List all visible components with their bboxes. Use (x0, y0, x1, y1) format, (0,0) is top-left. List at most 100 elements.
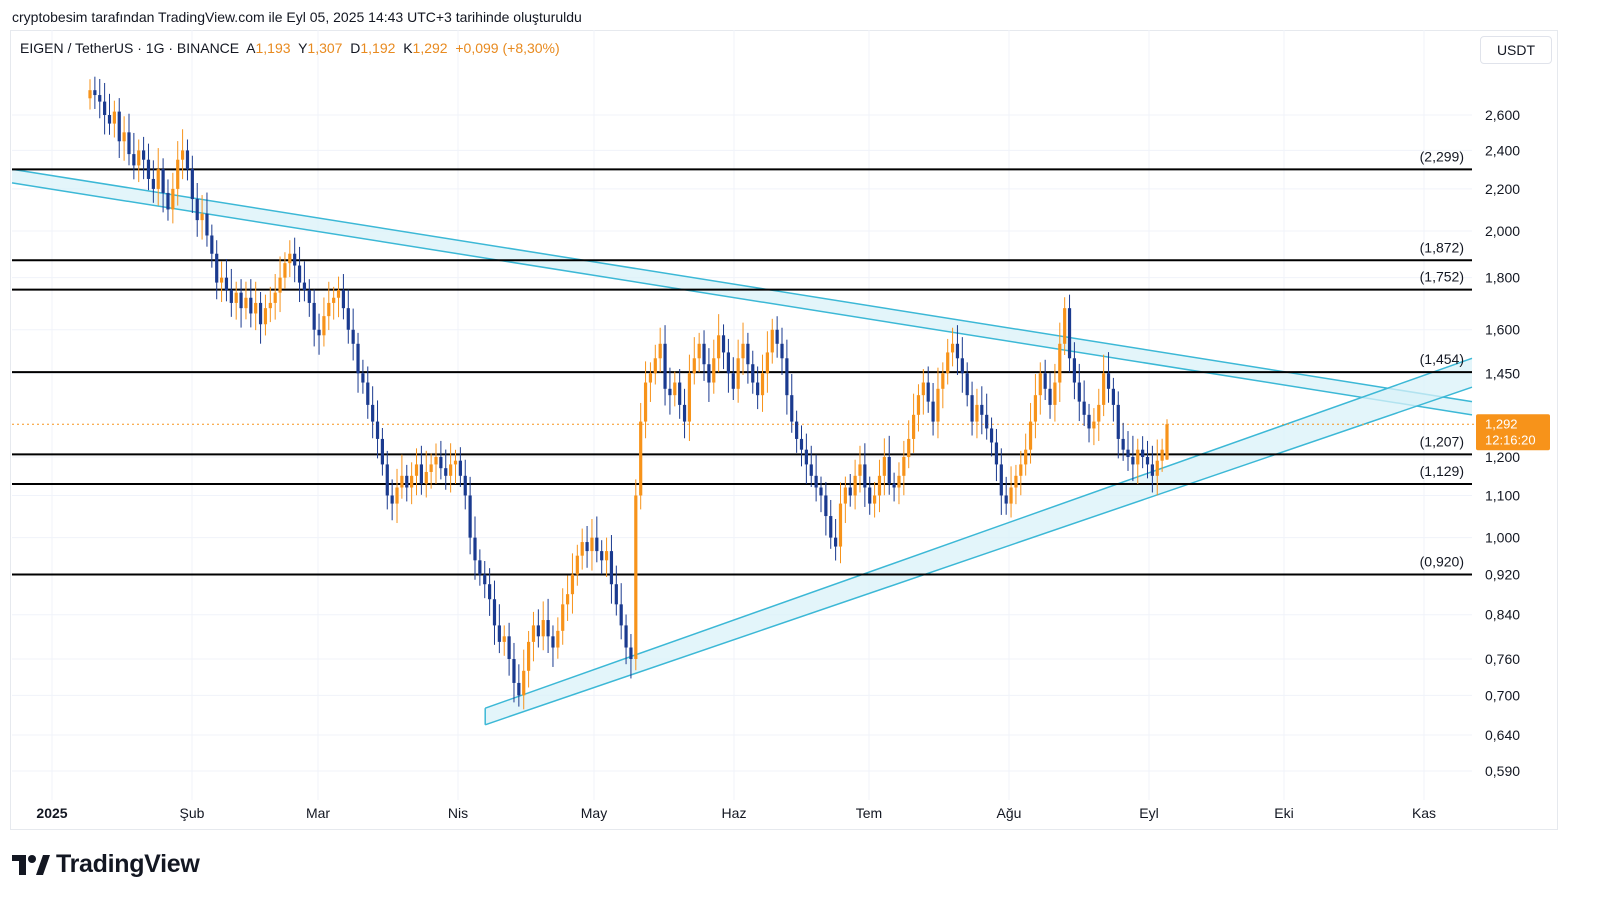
candle-body (273, 292, 277, 303)
candle-body (838, 503, 843, 547)
candle-body (293, 253, 297, 266)
candle-body (88, 90, 92, 99)
candle-body (1024, 449, 1028, 465)
candle-body (1097, 404, 1101, 422)
candle-body (702, 343, 706, 365)
candle-body (239, 292, 243, 309)
candle-body (853, 475, 857, 496)
candle-body (600, 551, 604, 561)
level-label: (1,129) (1420, 463, 1464, 479)
candle-body (502, 636, 506, 642)
candle-body (1033, 395, 1038, 422)
candle-body (351, 329, 355, 344)
candle-body (848, 487, 852, 496)
candle-body (1043, 373, 1047, 389)
candle-body (156, 169, 160, 189)
candle-body (161, 169, 165, 193)
candle-body (107, 115, 112, 124)
candle-body (1155, 460, 1159, 476)
candle-body (975, 404, 979, 422)
candle-body (809, 464, 813, 476)
chart-panel[interactable] (10, 30, 1558, 830)
candle-body (541, 620, 545, 637)
candle-body (1111, 388, 1115, 405)
candle-body (327, 302, 331, 317)
candle-body (1087, 414, 1091, 429)
candle-body (254, 302, 258, 314)
y-tick-label: 1,450 (1485, 365, 1520, 381)
y-tick-label: 0,920 (1485, 567, 1520, 583)
candle-body (453, 460, 458, 465)
x-axis-layer: 2025 Şub Mar Nis May Haz Tem Ağu Eyl Eki Kas (36, 805, 1436, 821)
countdown-label: 12:16:20 (1485, 432, 1536, 447)
candle-body (492, 599, 497, 626)
candle-body (307, 290, 311, 303)
candle-body (824, 495, 828, 517)
candle-body (512, 659, 516, 683)
candle-body (200, 213, 204, 221)
candle-body (775, 329, 779, 344)
open-value: 1,193 (255, 40, 291, 56)
candle-body (868, 487, 872, 504)
candle-body (171, 188, 175, 210)
candle-body (717, 335, 721, 359)
candle-body (400, 475, 404, 488)
ascending-channel-lower (484, 386, 1473, 726)
x-tick-label: Tem (856, 805, 882, 821)
candle-body (1106, 373, 1111, 389)
candles-layer (88, 76, 1169, 710)
x-tick-label: Nis (448, 805, 468, 821)
candle-body (663, 343, 667, 389)
candle-body (346, 308, 350, 330)
candle-body (916, 395, 921, 415)
currency-button[interactable]: USDT (1480, 36, 1552, 64)
x-tick-label: Ağu (997, 805, 1022, 821)
level-label: (1,207) (1420, 433, 1464, 449)
candle-body (366, 382, 370, 405)
low-value: 1,192 (360, 40, 396, 56)
candle-body (609, 551, 614, 585)
candle-body (1126, 449, 1130, 457)
candle-body (770, 329, 774, 353)
candle-body (166, 192, 170, 210)
candle-body (989, 428, 994, 443)
symbol-label: EIGEN / TetherUS · 1G · BINANCE (20, 40, 240, 56)
close-label: K (403, 40, 413, 56)
candle-body (146, 159, 151, 179)
high-value: 1,307 (307, 40, 343, 56)
y-tick-label: 1,200 (1485, 449, 1520, 465)
candle-body (507, 636, 511, 660)
candle-body (1009, 487, 1013, 504)
candle-body (1082, 401, 1086, 415)
candle-body (751, 364, 755, 383)
candle-body (614, 584, 618, 605)
tradingview-logo[interactable]: TradingView (12, 850, 200, 879)
candle-body (517, 682, 521, 696)
y-axis-layer: 2,600 2,400 2,200 2,000 1,800 1,600 1,450 1,200… (1485, 107, 1520, 779)
candle-body (985, 414, 989, 429)
candle-body (312, 302, 316, 330)
candle-body (585, 542, 589, 552)
y-tick-label: 0,700 (1485, 687, 1520, 703)
candle-body (643, 382, 648, 422)
candle-body (234, 292, 238, 303)
candle-body (288, 253, 292, 264)
candle-body (249, 297, 253, 314)
candle-body (103, 101, 107, 115)
descending-channel-fill (12, 169, 1472, 415)
candle-body (317, 329, 321, 336)
candle-body (1136, 449, 1140, 465)
candle-body (999, 464, 1003, 496)
change-value: +0,099 (+8,30%) (455, 40, 560, 56)
low-label: D (350, 40, 361, 56)
trend-channel-layer (11, 168, 1473, 726)
close-value: 1,292 (412, 40, 448, 56)
ascending-channel-upper (484, 357, 1473, 709)
candle-body (994, 442, 999, 465)
candle-body (1145, 456, 1150, 465)
level-label: (1,752) (1420, 269, 1464, 285)
candle-body (731, 373, 735, 389)
candle-body (936, 388, 940, 422)
